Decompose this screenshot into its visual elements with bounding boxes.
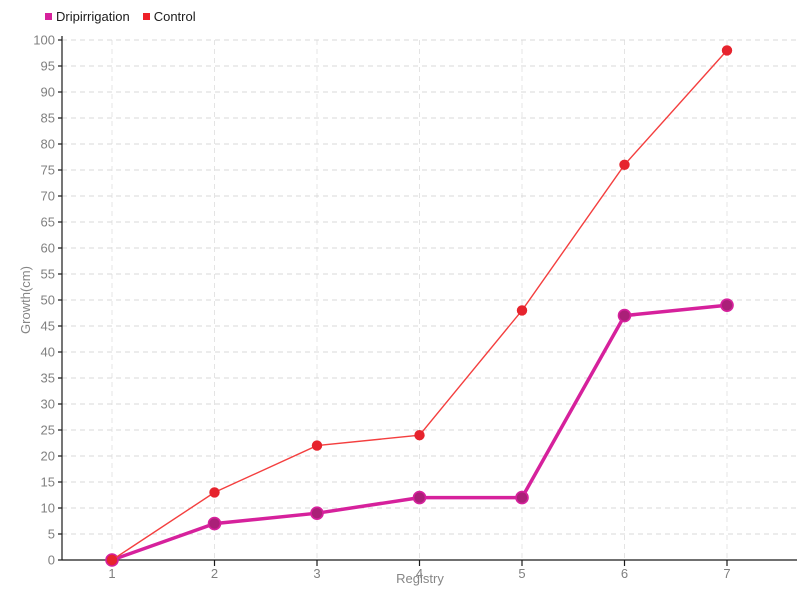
legend-label-dripirrigation: Dripirrigation [56,9,130,24]
y-tick-label: 75 [41,163,55,178]
y-tick-label: 0 [48,553,55,568]
dripirrigation-point-marker [515,490,529,505]
y-axis-label: Growth(cm) [18,266,33,334]
y-tick-label: 15 [41,475,55,490]
y-tick-label: 40 [41,345,55,360]
x-tick-label: 3 [313,566,320,581]
dripirrigation-point-marker [617,308,632,323]
y-tick-label: 65 [41,215,55,230]
y-tick-label: 80 [41,137,55,152]
dripirrigation-swatch-icon [45,13,52,20]
dripirrigation-point-marker [720,298,734,313]
control-point-marker [414,430,425,441]
y-tick-label: 20 [41,449,55,464]
y-tick-label: 25 [41,423,55,438]
y-tick-label: 10 [41,501,55,516]
y-tick-label: 30 [41,397,55,412]
legend-item-dripirrigation: Dripirrigation [45,9,130,24]
dripirrigation-point-marker [207,516,222,531]
control-point-marker [516,305,528,316]
y-tick-label: 50 [41,293,55,308]
y-tick-label: 90 [41,85,55,100]
x-tick-label: 4 [416,566,423,581]
y-tick-label: 60 [41,241,55,256]
x-axis-label: Registry [396,571,444,586]
y-tick-label: 100 [33,33,55,48]
y-tick-label: 5 [48,527,55,542]
y-tick-label: 45 [41,319,55,334]
legend-label-control: Control [153,9,196,24]
chart-legend: Dripirrigation Control [45,9,196,24]
x-tick-label: 2 [211,566,218,581]
dripirrigation-point-marker [310,506,324,521]
y-tick-label: 55 [41,267,55,282]
dripirrigation-point-marker [412,490,427,505]
control-point-marker [106,554,118,566]
y-tick-label: 95 [41,59,55,74]
control-swatch-icon [142,13,150,20]
control-point-marker [721,45,733,56]
y-tick-label: 85 [41,111,55,126]
x-tick-label: 6 [621,566,628,581]
y-tick-label: 70 [41,189,55,204]
control-point-marker [311,440,323,451]
y-tick-label: 35 [41,371,55,386]
x-tick-label: 1 [108,566,115,581]
legend-item-control: Control [142,9,196,24]
x-tick-label: 7 [723,566,730,581]
control-point-marker [209,487,220,498]
x-tick-label: 5 [518,566,525,581]
control-point-marker [619,159,630,170]
